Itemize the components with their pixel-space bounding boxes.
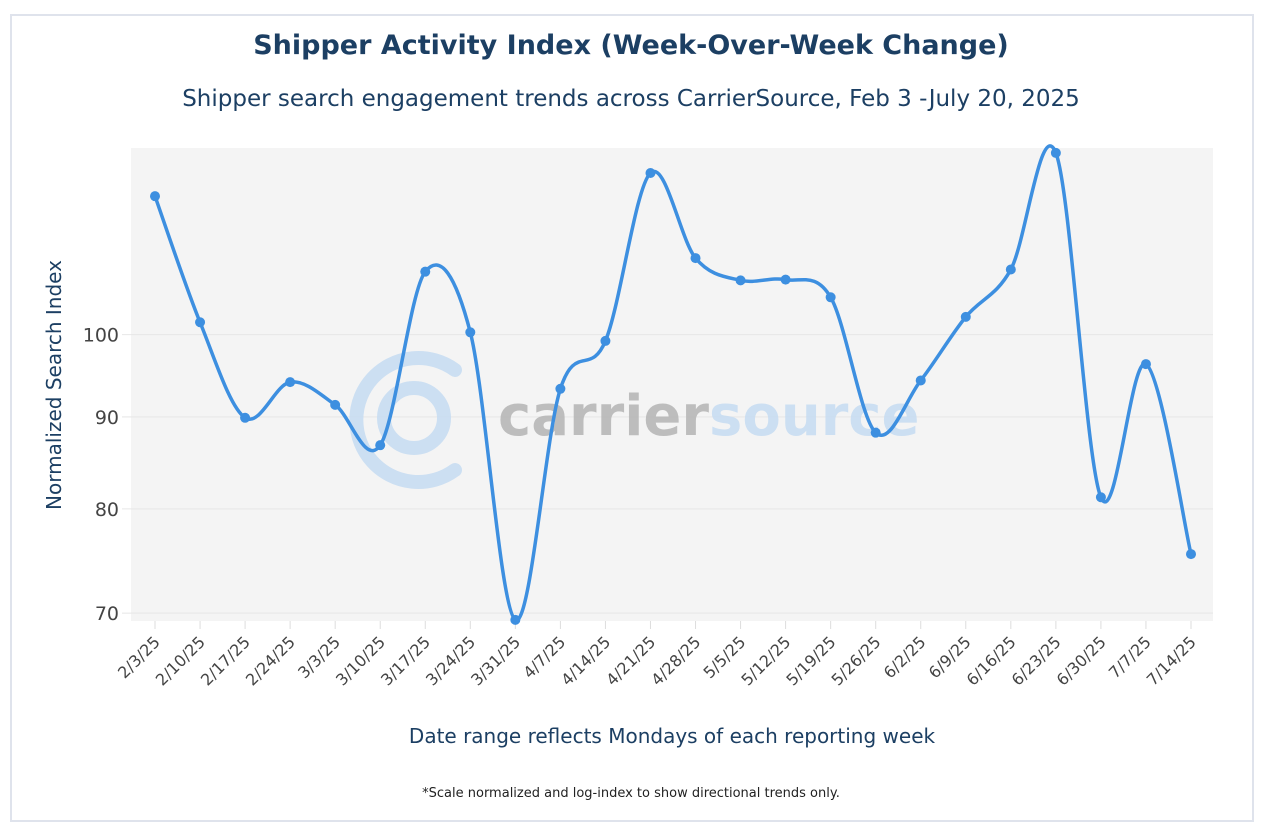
data-point xyxy=(510,614,521,625)
data-point xyxy=(1186,549,1196,560)
y-tick-label: 90 xyxy=(95,407,119,429)
data-point xyxy=(330,399,341,410)
x-tick-label: 4/28/25 xyxy=(647,632,704,689)
data-point xyxy=(870,427,881,438)
data-point xyxy=(240,412,251,423)
x-tick-label: 4/14/25 xyxy=(557,632,614,689)
gridlines xyxy=(131,334,1213,614)
data-point xyxy=(780,274,791,285)
data-point xyxy=(960,311,971,322)
x-tick-label: 3/24/25 xyxy=(422,632,479,689)
x-tick-label: 2/17/25 xyxy=(197,632,254,689)
data-point xyxy=(1005,264,1016,275)
data-point xyxy=(1095,492,1106,503)
data-point xyxy=(1050,147,1061,158)
x-tick-label: 6/2/25 xyxy=(880,632,930,682)
footnote: *Scale normalized and log-index to show … xyxy=(422,786,840,801)
x-tick-label: 7/14/25 xyxy=(1143,632,1200,689)
plot-area xyxy=(131,148,1213,621)
x-tick-label: 3/17/25 xyxy=(377,632,434,689)
watermark-text: carriersource xyxy=(498,384,919,449)
data-point xyxy=(690,253,701,264)
watermark: carriersource xyxy=(349,351,919,489)
data-point xyxy=(465,327,476,338)
x-tick-label: 5/19/25 xyxy=(782,632,839,689)
data-point xyxy=(285,377,296,388)
x-tick-label: 6/23/25 xyxy=(1008,632,1065,689)
data-point xyxy=(1140,359,1151,370)
data-point xyxy=(420,266,431,277)
x-tick-label: 3/31/25 xyxy=(467,632,524,689)
data-point xyxy=(600,335,611,346)
data-point xyxy=(825,292,836,303)
x-tick-label: 4/21/25 xyxy=(602,632,659,689)
series-line xyxy=(153,144,1193,622)
x-tick-label: 3/10/25 xyxy=(332,632,389,689)
x-tick-label: 2/24/25 xyxy=(242,632,299,689)
data-point xyxy=(735,275,746,286)
watermark-logo-ring xyxy=(377,381,451,455)
data-point xyxy=(150,191,160,202)
y-axis-label: Normalized Search Index xyxy=(42,260,66,510)
data-point xyxy=(645,167,656,178)
y-tick-label: 70 xyxy=(95,603,119,625)
y-tick-label: 80 xyxy=(95,499,119,521)
chart-title: Shipper Activity Index (Week-Over-Week C… xyxy=(253,30,1009,61)
y-tick-label: 100 xyxy=(83,325,119,347)
x-axis-label: Date range reflects Mondays of each repo… xyxy=(408,724,936,748)
x-tick-label: 5/12/25 xyxy=(737,632,794,689)
data-point xyxy=(555,383,566,394)
watermark-logo-icon xyxy=(349,351,462,489)
chart-subtitle: Shipper search engagement trends across … xyxy=(182,86,1080,112)
x-tick-label: 2/10/25 xyxy=(152,632,209,689)
data-point xyxy=(375,440,386,451)
x-tick-label: 6/30/25 xyxy=(1053,632,1110,689)
x-tick-label: 6/16/25 xyxy=(963,632,1020,689)
data-point xyxy=(915,375,926,386)
data-point xyxy=(195,317,206,328)
x-tick-label: 5/26/25 xyxy=(827,632,884,689)
